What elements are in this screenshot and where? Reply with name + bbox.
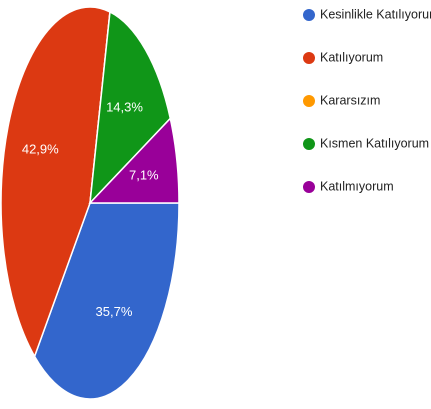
legend-label: Katılmıyorum — [320, 179, 394, 193]
legend-swatch — [303, 181, 315, 193]
pie-slice — [33, 202, 180, 400]
legend-label: Kısmen Katılıyorum — [320, 136, 429, 150]
legend-label: Kesinlikle Katılıyorum — [320, 7, 431, 21]
slice-label: 14,3% — [106, 100, 143, 115]
legend-label: Katılıyorum — [320, 50, 383, 64]
slice-label: 35,7% — [96, 304, 133, 319]
legend-swatch — [303, 138, 315, 150]
legend-label: Kararsızım — [320, 93, 380, 107]
slice-label: 7,1% — [129, 168, 159, 183]
slice-label: 42,9% — [22, 142, 59, 157]
legend-swatch — [303, 52, 315, 64]
legend-swatch — [303, 95, 315, 107]
legend-swatch — [303, 9, 315, 21]
pie-slice — [0, 6, 111, 359]
pie-slice — [89, 10, 172, 206]
pie-slice — [88, 116, 180, 204]
